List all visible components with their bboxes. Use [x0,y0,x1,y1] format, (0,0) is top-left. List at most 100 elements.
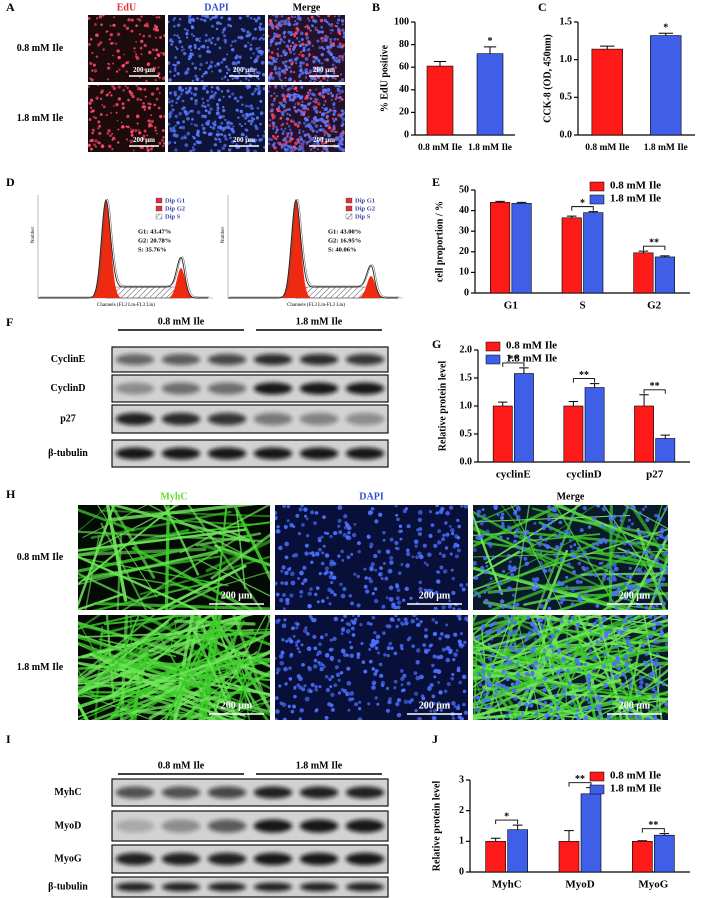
cell [216,130,219,133]
cell [494,718,499,720]
cell [109,24,112,27]
cell [123,24,126,28]
fiber [103,615,189,626]
cell [625,506,629,511]
cell [261,72,265,77]
cell [477,671,481,675]
cell [201,97,204,101]
cell [442,569,448,574]
cell [152,15,155,17]
bar [634,405,654,463]
cell [482,692,488,698]
cell [184,87,188,90]
cell [334,66,337,69]
cell [364,576,368,580]
fiber [576,615,631,720]
cell [161,129,165,132]
cell [332,43,336,47]
cell [394,505,398,508]
cell [289,86,293,90]
legend-marker [345,213,353,220]
cell [332,636,337,642]
cell [250,66,254,70]
cell [330,692,335,698]
error-bar [638,250,649,253]
cell [168,100,171,104]
cell [106,132,110,135]
cell [628,585,634,591]
cell [257,89,262,94]
cell [504,616,508,620]
cell [614,674,619,679]
cell [338,92,341,95]
cell [327,22,331,26]
cell [314,685,318,689]
cell [255,126,259,131]
cell [110,112,112,114]
cell [343,52,345,56]
cell [548,521,552,526]
cell [188,55,193,59]
cell [253,27,257,31]
cell [463,640,467,644]
cell [222,127,225,130]
band [207,447,247,460]
fiber [78,555,200,610]
cell [300,71,305,75]
cell [445,532,450,537]
cell [430,523,435,528]
cell [220,121,224,125]
cell [575,713,579,717]
cell [639,680,644,685]
cell [476,514,480,518]
cell [250,139,254,143]
cell [304,70,309,75]
cell [517,648,522,653]
cell [507,566,513,571]
cell [326,532,330,536]
cell [283,35,287,39]
row-label: 0.8 mM Ile [17,552,64,563]
band [299,852,339,866]
cell [543,648,547,653]
cell [319,666,324,672]
cell [324,123,329,128]
y-tick-label: 2.0 [460,344,473,355]
cell [329,37,333,41]
column-header: MyhC [160,491,187,502]
cell [298,129,301,132]
cell [155,16,158,19]
cell [349,691,355,696]
cell [290,71,293,74]
cell [228,95,232,98]
cell [315,586,320,590]
cell [540,683,544,687]
cell [350,552,354,556]
cell [324,674,329,679]
cell [135,53,138,56]
cell [156,53,161,57]
cell [221,108,226,113]
protein-label: β-tubulin [48,881,88,892]
cell [304,68,309,72]
fiber [473,539,602,598]
cell [394,540,399,546]
fiber [519,615,586,665]
cell [131,94,135,99]
cell [519,555,523,559]
cell [158,141,162,145]
cell [490,637,494,641]
cell [284,140,289,144]
cell [537,586,541,590]
cell [339,85,342,88]
cell [441,605,446,610]
cell [292,70,296,74]
cell [649,659,654,664]
cell [476,509,482,514]
cell [235,108,239,112]
cell [275,138,278,140]
cell [537,542,542,547]
cell [135,114,140,119]
significance: * [504,811,509,822]
cell [303,684,307,688]
